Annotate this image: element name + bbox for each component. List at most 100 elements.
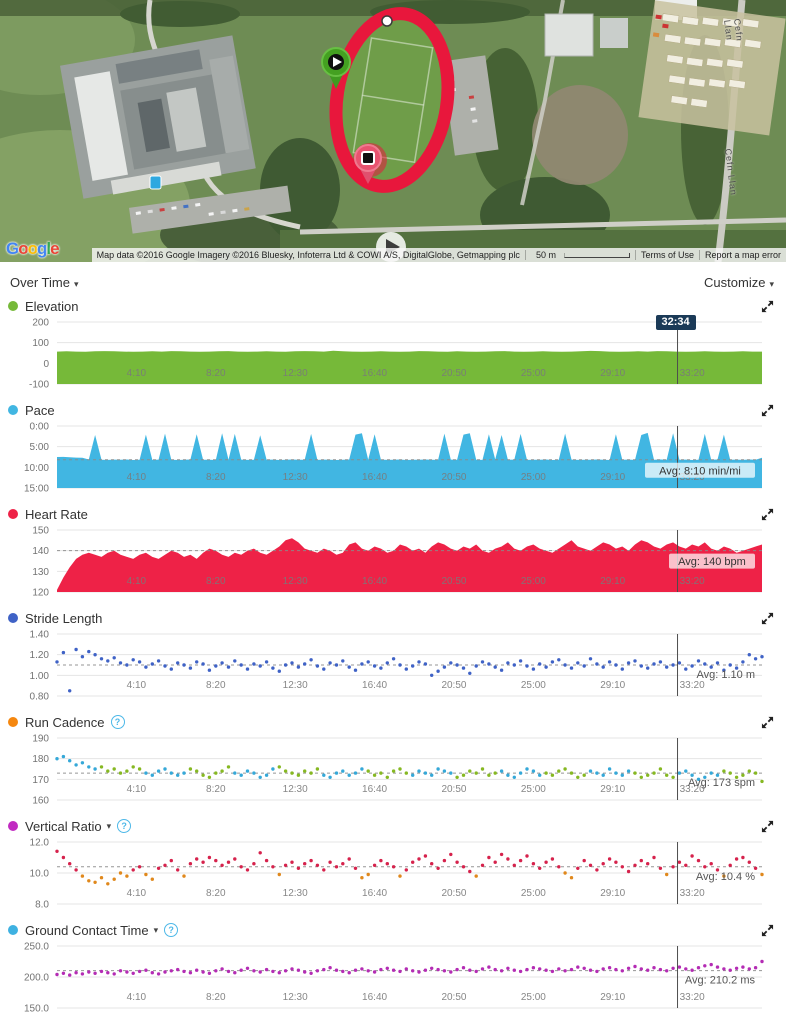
svg-text:25:00: 25:00 [521, 680, 546, 691]
svg-text:Avg: 8:10 min/mi: Avg: 8:10 min/mi [659, 465, 741, 477]
svg-text:250.0: 250.0 [24, 942, 49, 953]
svg-text:4:10: 4:10 [127, 576, 147, 587]
svg-text:20:50: 20:50 [441, 576, 466, 587]
activity-map[interactable]: Cefn Llan Cefn Llan Google Map data ©201… [0, 0, 786, 262]
metric-bullet-icon [8, 405, 18, 415]
chart-title: Vertical Ratio [25, 818, 102, 834]
svg-text:16:40: 16:40 [362, 576, 387, 587]
expand-icon[interactable] [761, 612, 774, 625]
chart-plot[interactable]: 32:34 200 100 0 -100 4:10 8:20 12:30 16:40 20:50 2… [0, 315, 786, 400]
help-icon[interactable]: ? [117, 819, 132, 833]
expand-icon[interactable] [761, 716, 774, 729]
chart-plot[interactable]: 150 140 130 120 4:10 8:20 12:30 16:40 20:50 25:00… [0, 524, 786, 608]
terms-of-use-link[interactable]: Terms of Use [634, 250, 699, 260]
map-scale: 50 m [524, 250, 635, 260]
svg-text:33:20: 33:20 [680, 888, 705, 899]
expand-icon[interactable] [761, 300, 774, 313]
svg-text:29:10: 29:10 [600, 472, 625, 483]
svg-text:20:50: 20:50 [441, 368, 466, 379]
svg-text:16:40: 16:40 [362, 368, 387, 379]
svg-text:4:10: 4:10 [127, 888, 147, 899]
chart-section: Heart Rate ▾ ? 150 140 130 120 4:10 8:20 12:30… [0, 504, 786, 608]
svg-text:1.40: 1.40 [30, 630, 50, 641]
chart-title: Heart Rate [25, 506, 88, 522]
svg-text:Avg: 10.4 %: Avg: 10.4 % [696, 871, 755, 883]
svg-text:-100: -100 [29, 380, 49, 391]
metric-bullet-icon [8, 613, 18, 623]
svg-text:20:50: 20:50 [441, 472, 466, 483]
chevron-down-icon: ▾ [73, 278, 79, 289]
svg-text:140: 140 [32, 546, 49, 557]
report-map-error-link[interactable]: Report a map error [698, 250, 786, 260]
svg-text:25:00: 25:00 [521, 472, 546, 483]
svg-text:180: 180 [32, 754, 49, 765]
svg-text:1.20: 1.20 [30, 650, 50, 661]
svg-text:130: 130 [32, 567, 49, 578]
svg-text:16:40: 16:40 [362, 992, 387, 1003]
svg-text:16:40: 16:40 [362, 472, 387, 483]
svg-text:25:00: 25:00 [521, 888, 546, 899]
customize-dropdown[interactable]: Customize ▾ [704, 274, 774, 290]
svg-text:15:00: 15:00 [24, 484, 49, 495]
svg-text:12:30: 12:30 [283, 472, 308, 483]
chart-plot[interactable]: 1.40 1.20 1.00 0.80 4:10 8:20 12:30 16:40 20:50 2… [0, 628, 786, 712]
svg-text:20:50: 20:50 [441, 992, 466, 1003]
expand-icon[interactable] [761, 404, 774, 417]
expand-icon[interactable] [761, 924, 774, 937]
svg-text:Avg: 173 spm: Avg: 173 spm [688, 777, 755, 789]
chevron-down-icon: ▾ [769, 278, 774, 289]
chart-plot[interactable]: 250.0 200.0 150.0 4:10 8:20 12:30 16:40 20:50 25… [0, 940, 786, 1024]
expand-icon[interactable] [761, 508, 774, 521]
svg-text:200: 200 [32, 318, 49, 329]
svg-text:Avg: 210.2 ms: Avg: 210.2 ms [685, 975, 756, 987]
chart-header: Stride Length ▾ ? [0, 608, 786, 628]
view-mode-dropdown[interactable]: Over Time ▾ [10, 274, 79, 290]
svg-text:12:30: 12:30 [283, 680, 308, 691]
cursor-time-tooltip: 32:34 [655, 315, 696, 330]
svg-text:8.0: 8.0 [35, 900, 49, 911]
svg-text:0: 0 [43, 359, 49, 370]
chart-plot[interactable]: 190 180 170 160 4:10 8:20 12:30 16:40 20:50 25:00… [0, 732, 786, 816]
svg-text:8:20: 8:20 [206, 888, 226, 899]
metric-bullet-icon [8, 821, 18, 831]
svg-text:33:20: 33:20 [680, 784, 705, 795]
chart-controls-row: Over Time ▾ Customize ▾ [0, 262, 786, 296]
svg-text:Avg: 1.10 m: Avg: 1.10 m [697, 669, 756, 681]
svg-text:10:00: 10:00 [24, 463, 49, 474]
svg-text:20:50: 20:50 [441, 784, 466, 795]
metric-dropdown-caret-icon[interactable]: ▾ [106, 820, 112, 831]
svg-text:29:10: 29:10 [600, 680, 625, 691]
svg-text:16:40: 16:40 [362, 888, 387, 899]
svg-text:4:10: 4:10 [127, 992, 147, 1003]
svg-text:100: 100 [32, 338, 49, 349]
svg-text:33:20: 33:20 [680, 992, 705, 1003]
svg-text:5:00: 5:00 [30, 442, 50, 453]
chart-title: Elevation [25, 298, 79, 314]
svg-text:4:10: 4:10 [127, 680, 147, 691]
svg-text:1.00: 1.00 [30, 671, 50, 682]
help-icon[interactable]: ? [110, 715, 125, 729]
svg-text:33:20: 33:20 [680, 576, 705, 587]
help-icon[interactable]: ? [164, 923, 179, 937]
svg-text:12:30: 12:30 [283, 888, 308, 899]
chart-section: Stride Length ▾ ? 1.40 1.20 1.00 0.80 4:10 8:… [0, 608, 786, 712]
svg-text:160: 160 [32, 796, 49, 807]
svg-text:8:20: 8:20 [206, 784, 226, 795]
svg-text:25:00: 25:00 [521, 368, 546, 379]
svg-text:Avg: 140 bpm: Avg: 140 bpm [678, 556, 746, 568]
svg-text:190: 190 [32, 734, 49, 745]
chart-plot[interactable]: 12.0 10.0 8.0 4:10 8:20 12:30 16:40 20:50 25:00 2… [0, 836, 786, 920]
metric-dropdown-caret-icon[interactable]: ▾ [153, 924, 159, 935]
expand-icon[interactable] [761, 820, 774, 833]
svg-text:4:10: 4:10 [127, 472, 147, 483]
svg-text:10.0: 10.0 [30, 869, 50, 880]
svg-text:8:20: 8:20 [206, 472, 226, 483]
chart-section: Vertical Ratio ▾ ? 12.0 10.0 8.0 4:10 8:20 12… [0, 816, 786, 920]
chart-section: Ground Contact Time ▾ ? 250.0 200.0 150.0 4… [0, 920, 786, 1024]
chart-plot[interactable]: 0:00 5:00 10:00 15:00 4:10 8:20 12:30 16:40 20:5… [0, 420, 786, 504]
google-logo[interactable]: Google [6, 239, 60, 258]
metric-bullet-icon [8, 509, 18, 519]
chart-section: Run Cadence ▾ ? 190 180 170 160 4:10 8:20 12:3… [0, 712, 786, 816]
svg-text:170: 170 [32, 775, 49, 786]
svg-text:29:10: 29:10 [600, 576, 625, 587]
